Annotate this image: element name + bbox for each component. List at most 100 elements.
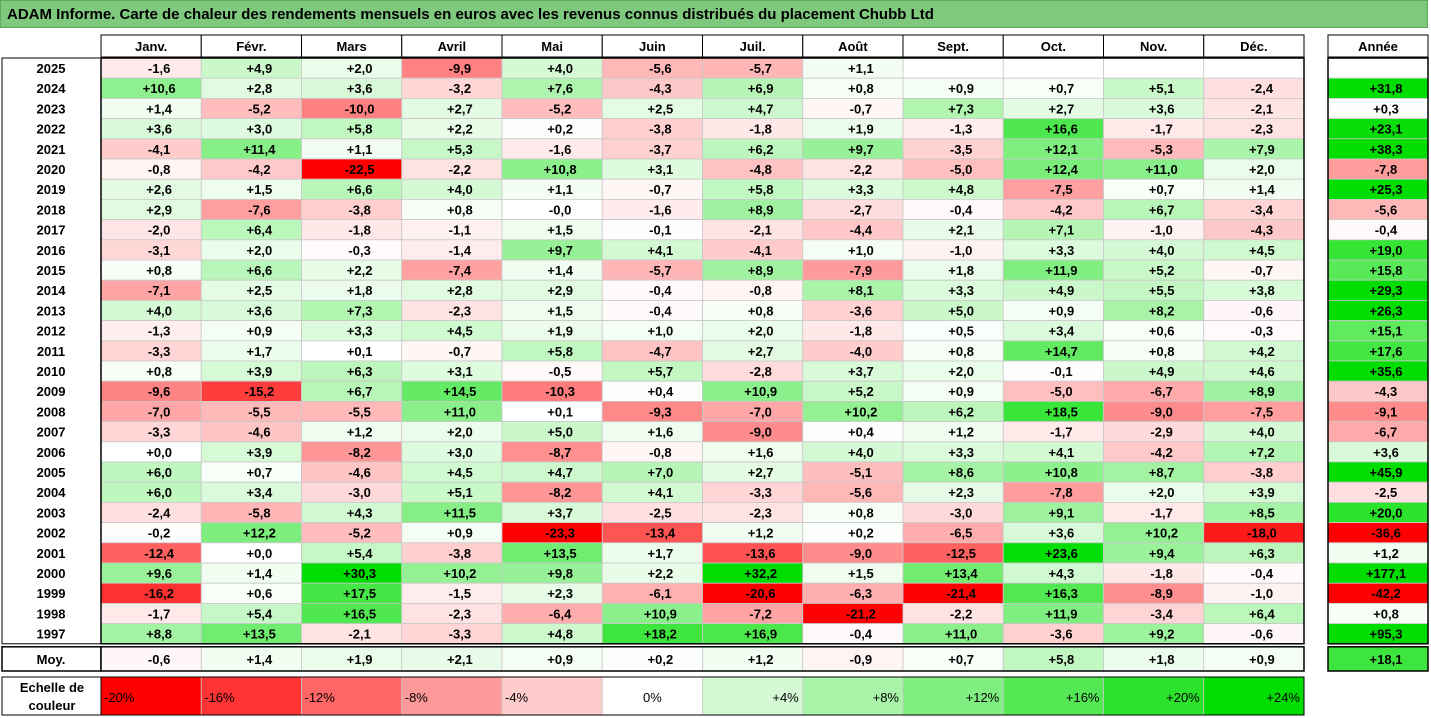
heatmap-cell-value: +10,6 [143,81,176,96]
heatmap-cell-value: +4,7 [748,101,774,116]
heatmap-cell-value: +1,5 [547,303,573,318]
color-scale-step-label: +16% [1066,690,1100,705]
heatmap-cell-value: +7,0 [648,465,674,480]
color-scale-swatch [902,676,1004,716]
heatmap-cell-value: +10,2 [1145,526,1178,541]
year-label: 2008 [37,404,66,419]
heatmap-cell-value: -3,6 [850,303,872,318]
heatmap-cell-value: +9,7 [848,142,874,157]
heatmap-cell-value: +3,1 [447,364,473,379]
heatmap-cell-value: +1,9 [848,122,874,137]
heatmap-cell-value: +7,6 [547,81,573,96]
heatmap-cell-value: -3,8 [1251,465,1273,480]
heatmap-cell-value: -9,6 [148,384,170,399]
heatmap-cell-value: +1,5 [247,182,273,197]
heatmap-cell-value: +13,5 [243,627,276,642]
month-header-label: Janv. [135,39,167,54]
heatmap-cell-value: +1,2 [948,425,974,440]
heatmap-cell-value: -5,5 [348,404,370,419]
avg-cell-value: +1,9 [347,652,373,667]
heatmap-cell-value: -7,0 [749,404,771,419]
heatmap-cell-value: +0,7 [247,465,273,480]
heatmap-cell-value: -0,6 [1251,627,1273,642]
color-scale-swatch [1203,676,1305,716]
heatmap-cell-value: -0,1 [649,223,671,238]
heatmap-cell-value: -6,3 [850,586,872,601]
heatmap-cell-value: +5,4 [247,606,273,621]
year-label: 1998 [37,606,66,621]
heatmap-cell-value: -8,2 [348,445,370,460]
annual-cell-value: +15,8 [1370,263,1403,278]
heatmap-cell-value: +3,6 [347,81,373,96]
avg-annual-value: +18,1 [1370,652,1403,667]
heatmap-cell-value: +5,0 [948,303,974,318]
heatmap-cell-value: +14,7 [1045,344,1078,359]
year-label: 2006 [37,445,66,460]
heatmap-cell-value: +5,2 [1149,263,1175,278]
heatmap-cell-value: +1,6 [648,425,674,440]
annual-cell-value: +31,8 [1370,81,1403,96]
heatmap-cell-value: +1,4 [247,566,273,581]
heatmap-cell-value: +12,2 [243,526,276,541]
month-header-cell [1203,34,1305,58]
heatmap-cell-value: +5,8 [347,122,373,137]
annual-cell-value: -9,1 [1375,404,1397,419]
heatmap-cell-value: +1,1 [347,142,373,157]
heatmap-cell-value: -4,3 [649,81,671,96]
color-scale-step-label: -16% [204,690,235,705]
heatmap-cell-value: +1,9 [547,324,573,339]
year-label: 2002 [37,526,66,541]
heatmap-cell-value: +13,4 [945,566,979,581]
heatmap-cell-value: -2,8 [749,364,771,379]
heatmap-cell-value: -1,7 [148,606,170,621]
heatmap-cell-value: -8,9 [1150,586,1172,601]
heatmap-cell-value: +0,1 [347,344,373,359]
annual-cell-value: +0,3 [1373,101,1399,116]
heatmap-cell-value: +2,2 [447,122,473,137]
avg-cell-value: +0,9 [547,652,573,667]
heatmap-cell-value: -5,8 [248,505,270,520]
annual-cell-value: +177,1 [1366,566,1406,581]
heatmap-cell-value: -7,1 [148,283,170,298]
heatmap-cell-value: +1,8 [948,263,974,278]
annual-cell-value: +20,0 [1370,505,1403,520]
heatmap-cell-value: +1,0 [648,324,674,339]
year-label: 2003 [37,505,66,520]
heatmap-cell-value: +6,3 [347,364,373,379]
heatmap-cell-value: +23,6 [1045,546,1078,561]
heatmap-cell-value: -0,6 [1251,303,1273,318]
heatmap-cell-value: -0,7 [1251,263,1273,278]
heatmap-cell-value: +2,3 [547,586,573,601]
month-header-label: Oct. [1041,39,1066,54]
heatmap-cell-value: +18,2 [644,627,677,642]
heatmap-cell-value: +0,0 [146,445,172,460]
heatmap-cell-value: +4,0 [1149,243,1175,258]
heatmap-cell-value: +3,4 [1049,324,1075,339]
heatmap-cell-value: +2,9 [146,202,172,217]
heatmap-cell-value: +0,1 [547,404,573,419]
heatmap-cell-value: -2,1 [1251,101,1273,116]
heatmap-cell-value: -2,9 [1150,425,1172,440]
heatmap-cell-value: +3,9 [247,445,273,460]
heatmap-cell-value: -1,7 [1150,122,1172,137]
year-label: 2020 [37,162,66,177]
annual-cell-value: +23,1 [1370,122,1403,137]
color-scale-swatch [501,676,603,716]
heatmap-cell-value: -5,0 [950,162,972,177]
heatmap-cell-value: +0,8 [848,505,874,520]
heatmap-cell-value: +30,3 [343,566,376,581]
heatmap-cell-value: +5,7 [648,364,674,379]
heatmap-cell-value: -23,3 [545,526,575,541]
heatmap-cell-value: -2,2 [950,606,972,621]
heatmap-cell-value: +10,9 [744,384,777,399]
month-header-label: Juil. [740,39,766,54]
heatmap-cell-value: -0,7 [850,101,872,116]
year-label: 2007 [37,425,66,440]
heatmap-cell-value: +4,1 [648,243,674,258]
annual-cell [1327,57,1429,79]
avg-cell-value: +1,2 [748,652,774,667]
heatmap-cell-value: -5,5 [248,404,270,419]
color-scale-swatch [1103,676,1205,716]
month-header-label: Mars [336,39,366,54]
heatmap-cell-value: -1,7 [1050,425,1072,440]
